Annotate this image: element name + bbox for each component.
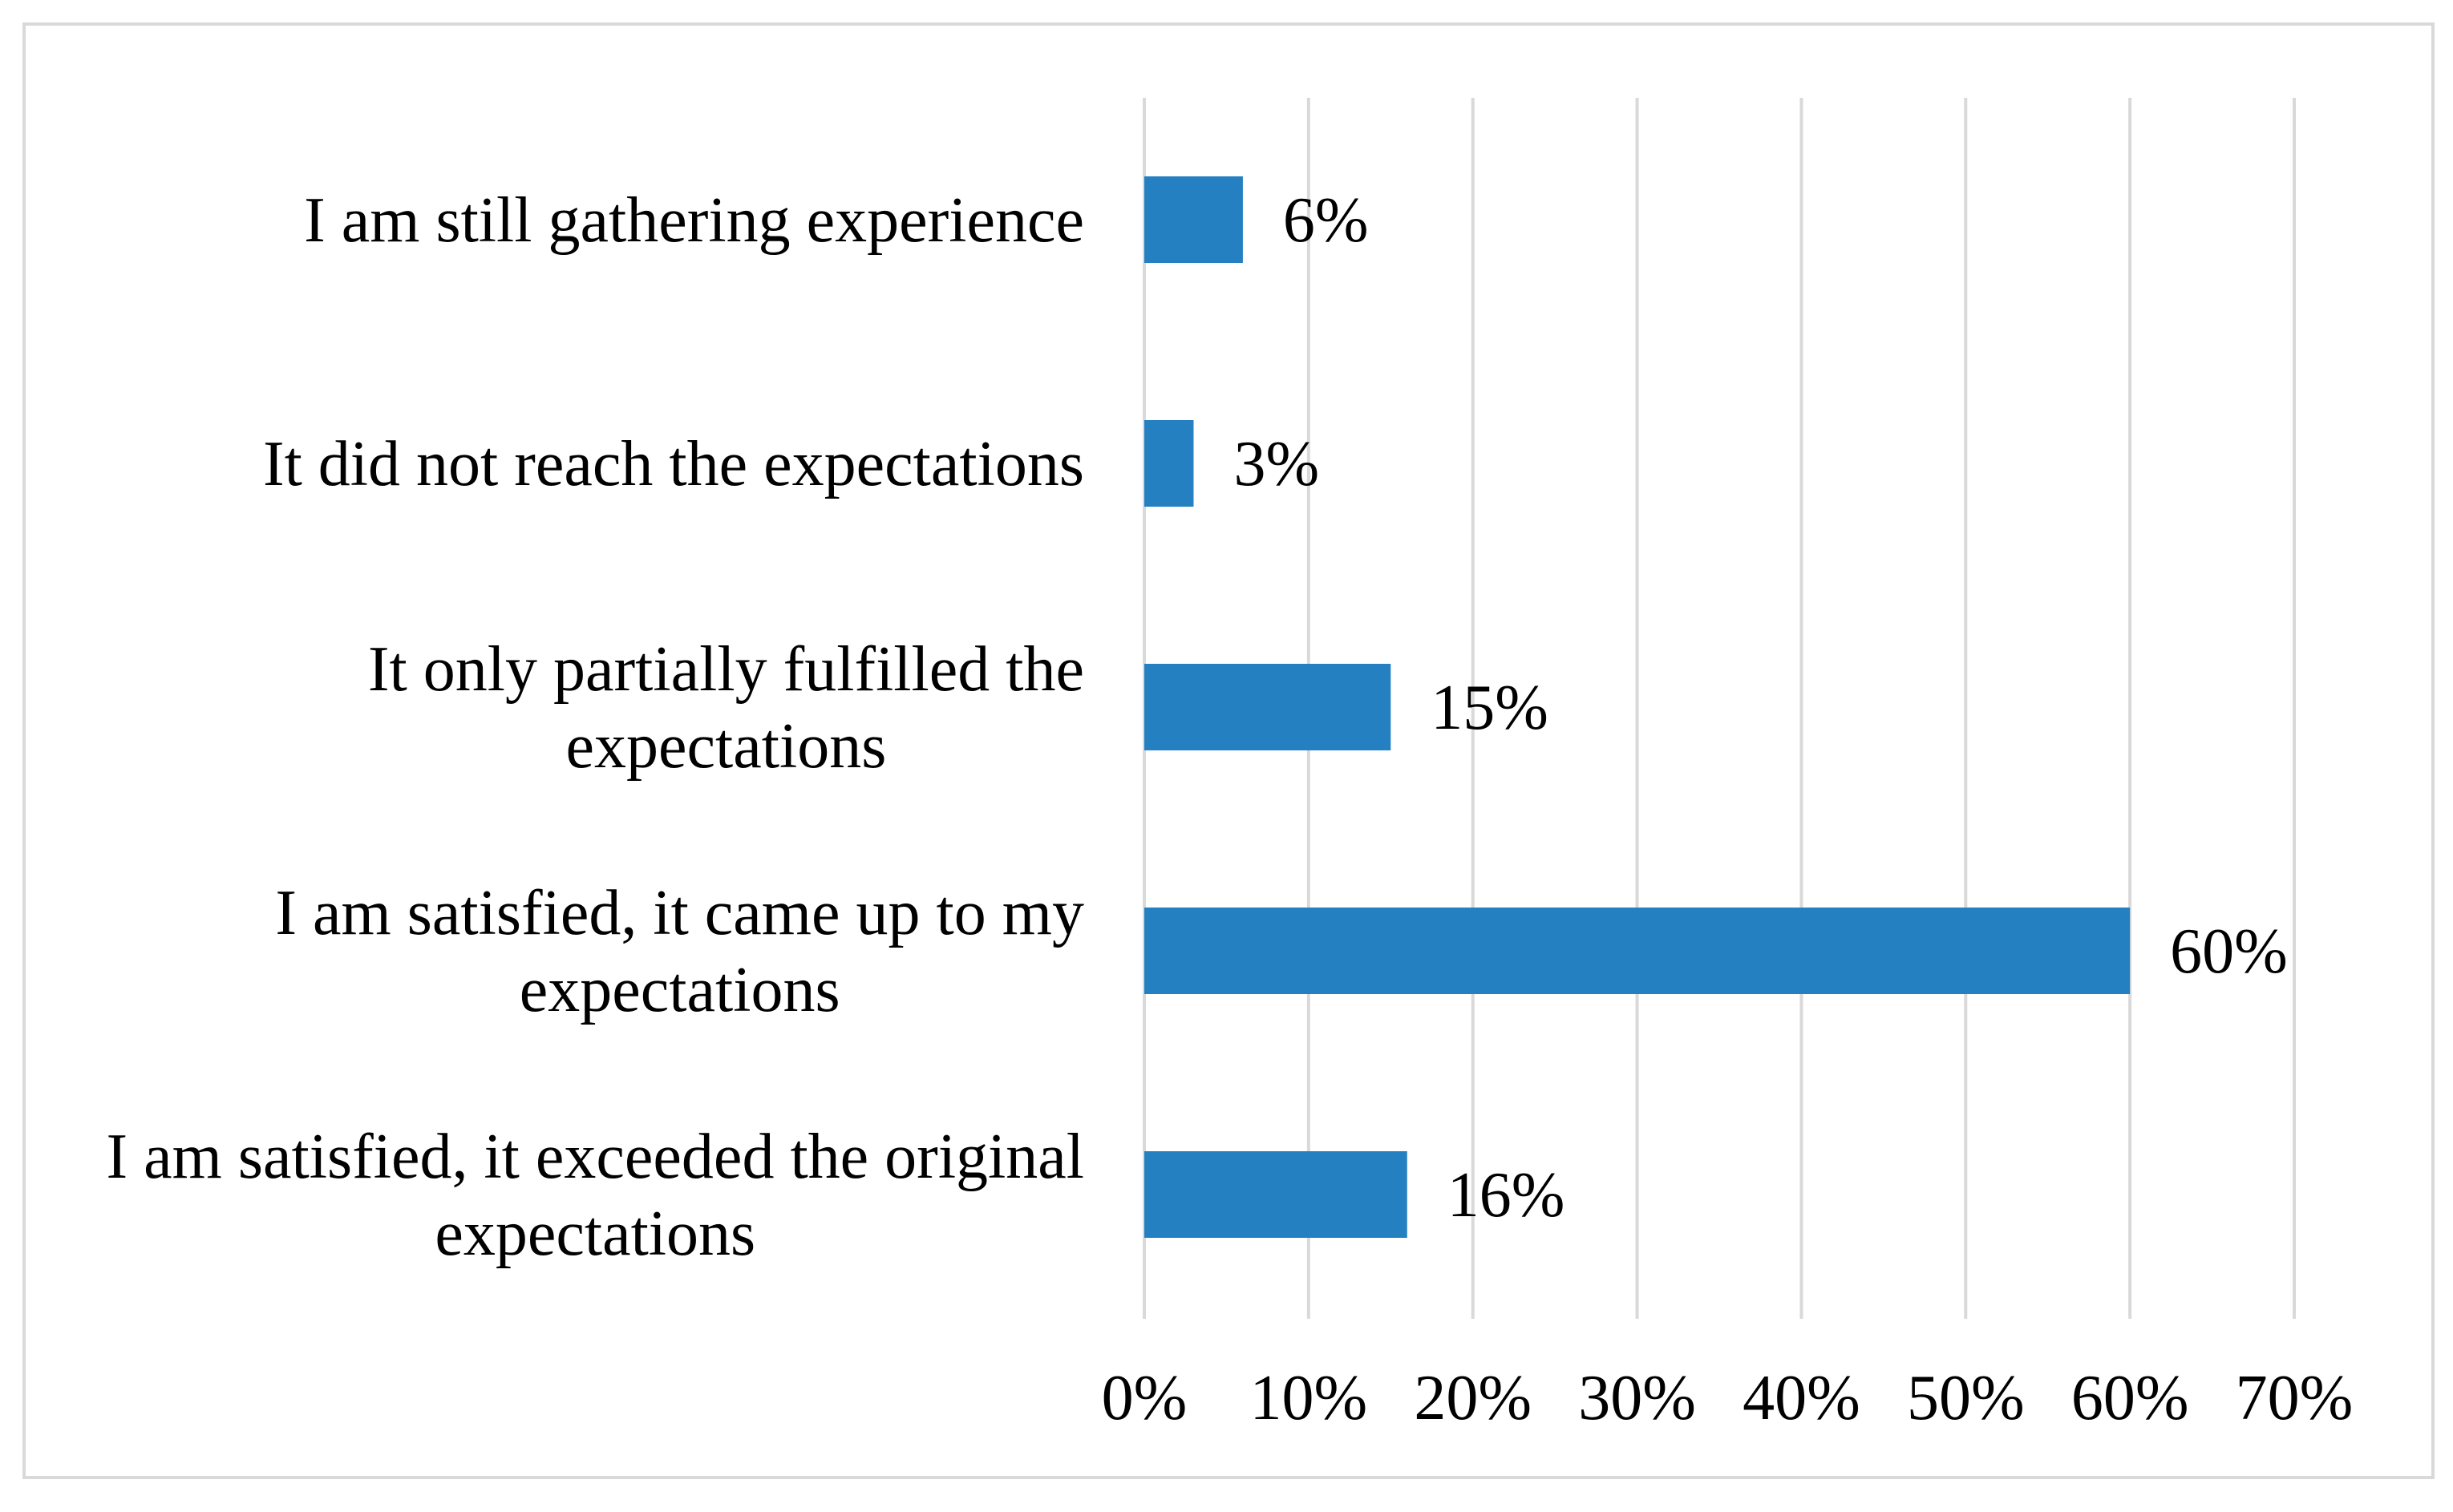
category-label-3-line-1: expectations xyxy=(520,955,840,1025)
category-label-3: I am satisfied, it came up to my expectat… xyxy=(275,878,1084,1025)
category-label-2: It only partially fulfilled the expectati… xyxy=(368,634,1084,782)
bars xyxy=(1144,176,2131,1238)
data-label-1: 3% xyxy=(1233,429,1319,499)
category-label-2-line-1: expectations xyxy=(566,711,887,782)
x-tick-label-4: 40% xyxy=(1743,1363,1860,1433)
category-label-3-line-0: I am satisfied, it came up to my xyxy=(275,878,1084,948)
x-tick-label-2: 20% xyxy=(1414,1363,1532,1433)
bar-4 xyxy=(1144,1151,1407,1238)
category-label-4: I am satisfied, it exceeded the original… xyxy=(106,1122,1084,1269)
bar-1 xyxy=(1144,420,1194,507)
data-labels: 6% 3% 15% 60% 16% xyxy=(1233,185,2287,1231)
category-label-2-line-0: It only partially fulfilled the xyxy=(368,634,1084,705)
data-label-2: 15% xyxy=(1431,673,1548,743)
data-label-0: 6% xyxy=(1283,185,1369,256)
x-tick-label-0: 0% xyxy=(1102,1363,1188,1433)
category-label-1: It did not reach the expectations xyxy=(263,429,1084,499)
x-tick-label-1: 10% xyxy=(1250,1363,1368,1433)
category-label-0-line-0: I am still gathering experience xyxy=(304,185,1084,256)
grid-lines xyxy=(1143,98,2296,1319)
x-tick-label-6: 60% xyxy=(2071,1363,2189,1433)
data-label-3: 60% xyxy=(2170,916,2288,987)
category-label-1-line-0: It did not reach the expectations xyxy=(263,429,1084,499)
category-label-4-line-0: I am satisfied, it exceeded the original xyxy=(106,1122,1084,1192)
category-label-0: I am still gathering experience xyxy=(304,185,1084,256)
category-labels: I am still gathering experience It did no… xyxy=(106,185,1084,1269)
bar-0 xyxy=(1144,176,1243,263)
data-label-4: 16% xyxy=(1447,1160,1565,1231)
category-label-4-line-1: expectations xyxy=(435,1199,755,1269)
x-axis-tick-labels: 0% 10% 20% 30% 40% 50% 60% 70% xyxy=(1102,1363,2354,1433)
x-tick-label-5: 50% xyxy=(1907,1363,2025,1433)
bar-2 xyxy=(1144,664,1391,750)
x-tick-label-3: 30% xyxy=(1578,1363,1696,1433)
bar-3 xyxy=(1144,908,2131,994)
x-tick-label-7: 70% xyxy=(2236,1363,2354,1433)
